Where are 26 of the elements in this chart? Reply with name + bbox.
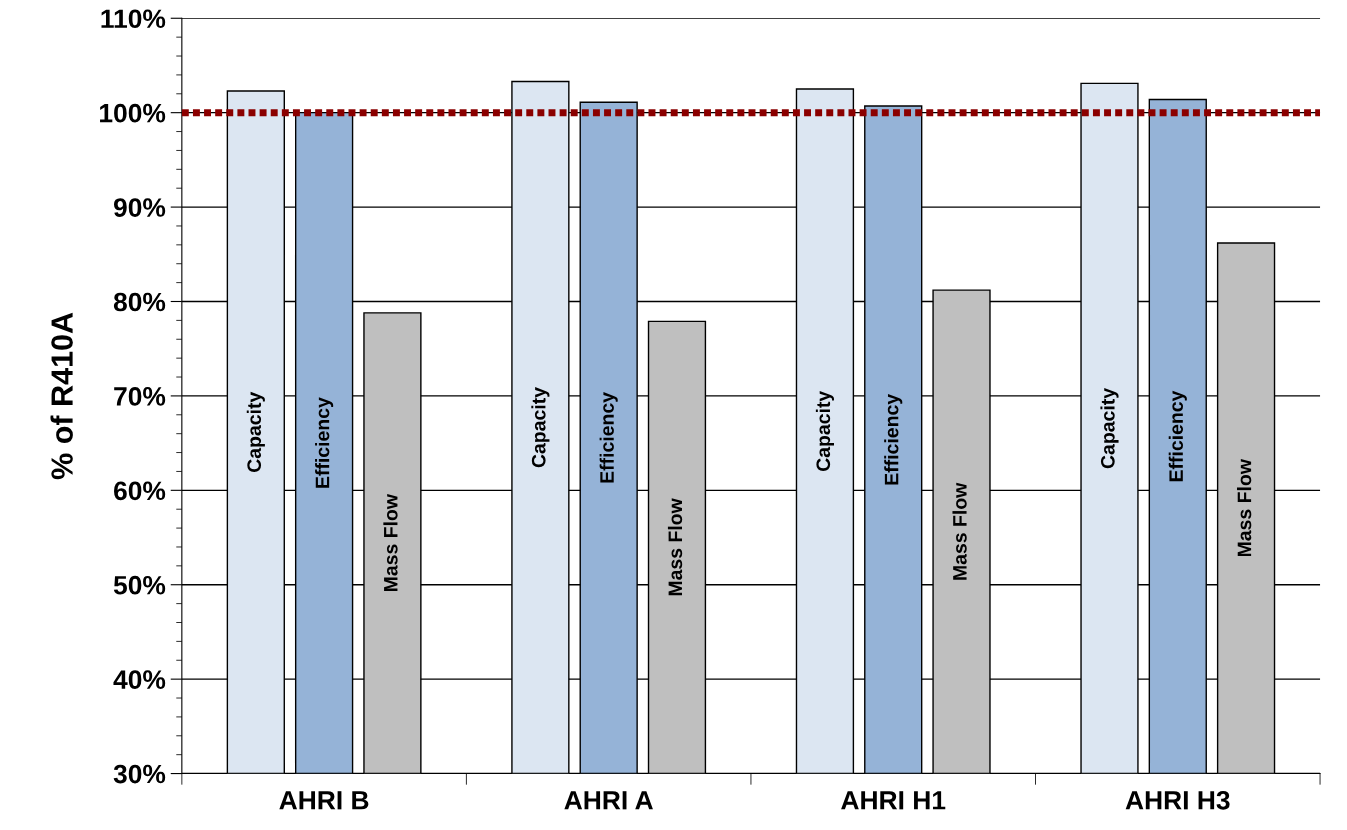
x-tick-label: AHRI H3 [1125,790,1230,810]
y-tick-label: 50% [113,575,166,595]
y-tick-label: 100% [100,103,166,123]
text: Capacity [531,387,550,468]
x-tick-label: AHRI A [564,791,653,810]
y-tick-label: 110% [101,9,166,29]
text: Mass Flow [667,498,683,596]
y-tick-label: 70% [114,387,166,406]
series-label: Mass Flow [952,482,967,580]
series-label: Efficiency [315,397,334,488]
series-label: Capacity [246,391,265,472]
x-tick-label: AHRI B [279,791,369,810]
y-tick-label: 90% [113,198,166,217]
x-tick-label: AHRI H1 [841,791,946,810]
text: Efficiency [599,392,618,483]
y-axis-title: % of R410A [50,312,73,480]
text: Mass Flow [383,493,398,592]
text: Capacity [815,390,834,472]
text: Mass Flow [1237,459,1252,557]
text: Capacity [1100,388,1119,469]
text: Efficiency [884,393,903,485]
y-tick-label: 30% [113,764,166,784]
y-tick-label: 40% [113,670,166,689]
text: Efficiency [1168,390,1187,482]
y-tick-label: 80% [113,292,166,312]
y-tick-label: 60% [114,481,166,501]
